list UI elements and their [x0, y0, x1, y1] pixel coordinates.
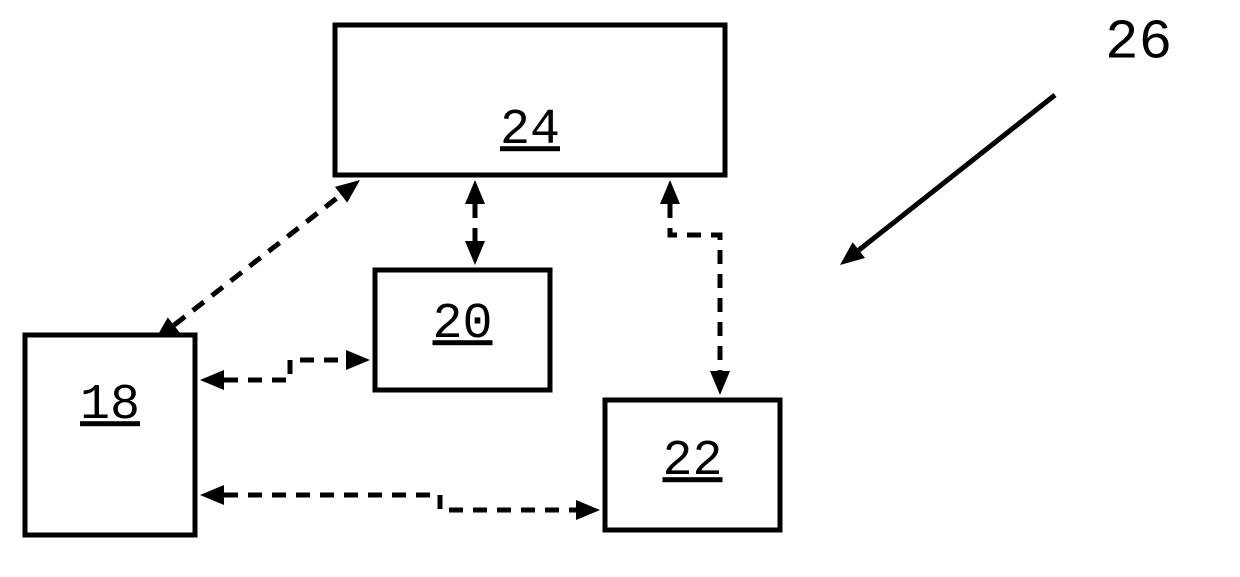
node-n18: 18	[25, 335, 195, 535]
node-n22: 22	[605, 400, 780, 530]
node-n24: 24	[335, 25, 725, 175]
node-label: 22	[662, 433, 722, 490]
external-label-ext26: 26	[1105, 11, 1172, 75]
node-box	[25, 335, 195, 535]
node-n20: 20	[375, 270, 550, 390]
node-label: 24	[500, 102, 560, 159]
node-label: 18	[80, 377, 140, 434]
node-label: 20	[432, 296, 492, 353]
